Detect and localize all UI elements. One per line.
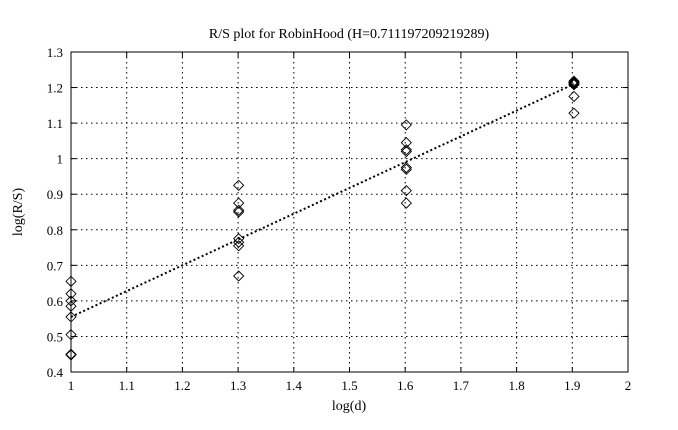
data-point [233, 179, 245, 191]
data-point [233, 204, 245, 216]
data-point [400, 137, 412, 149]
y-tick-label: 1.2 [47, 81, 63, 96]
y-tick-label: 1 [57, 152, 64, 167]
y-tick-label: 1.3 [47, 45, 63, 60]
y-axis-label: log(R/S) [11, 188, 26, 237]
data-point [568, 107, 580, 119]
x-tick-label: 1.2 [174, 378, 190, 393]
x-tick-label: 1.7 [453, 378, 470, 393]
x-tick-label: 1.4 [286, 378, 303, 393]
x-tick-label: 1.3 [230, 378, 246, 393]
x-tick-label: 1.9 [564, 378, 580, 393]
data-point [400, 119, 412, 131]
data-point [568, 78, 580, 90]
data-point [400, 163, 412, 175]
data-point [400, 161, 412, 174]
y-tick-label: 0.7 [47, 258, 64, 273]
fit-line [70, 83, 575, 318]
data-point [233, 270, 245, 282]
data-point [233, 240, 245, 252]
data-points [65, 75, 580, 361]
x-tick-label: 1 [68, 378, 75, 393]
data-point [400, 197, 412, 209]
x-tick-label: 2 [625, 378, 632, 393]
y-tick-label: 0.9 [47, 187, 63, 202]
grid-lines [71, 52, 628, 372]
data-point [400, 185, 412, 197]
data-point [233, 197, 245, 209]
data-point [233, 233, 245, 245]
data-point [568, 76, 580, 88]
data-point [568, 77, 580, 89]
data-point [568, 75, 580, 87]
x-tick-label: 1.8 [508, 378, 524, 393]
data-point [568, 90, 580, 103]
y-tick-label: 0.4 [47, 365, 64, 380]
y-tick-label: 0.5 [47, 329, 63, 344]
x-axis-label: log(d) [332, 399, 367, 414]
x-tick-label: 1.6 [397, 378, 414, 393]
y-tick-label: 0.8 [47, 223, 63, 238]
data-point [568, 79, 580, 91]
data-point [400, 144, 412, 156]
y-tick-label: 0.6 [47, 294, 64, 309]
x-tick-label: 1.5 [341, 378, 357, 393]
fit-line-group [70, 83, 575, 318]
data-point [233, 236, 245, 248]
chart-title: R/S plot for RobinHood (H=0.711197209219… [209, 27, 490, 42]
axis-ticks: 1 1.1 1.2 1.3 1.4 1.5 1.6 1.7 1.8 1.9 2 0.4 0.5 0.6 0.… [47, 45, 632, 393]
y-tick-label: 1.1 [47, 116, 63, 131]
x-tick-label: 1.1 [119, 378, 135, 393]
data-point [233, 206, 245, 218]
data-point [400, 145, 412, 158]
